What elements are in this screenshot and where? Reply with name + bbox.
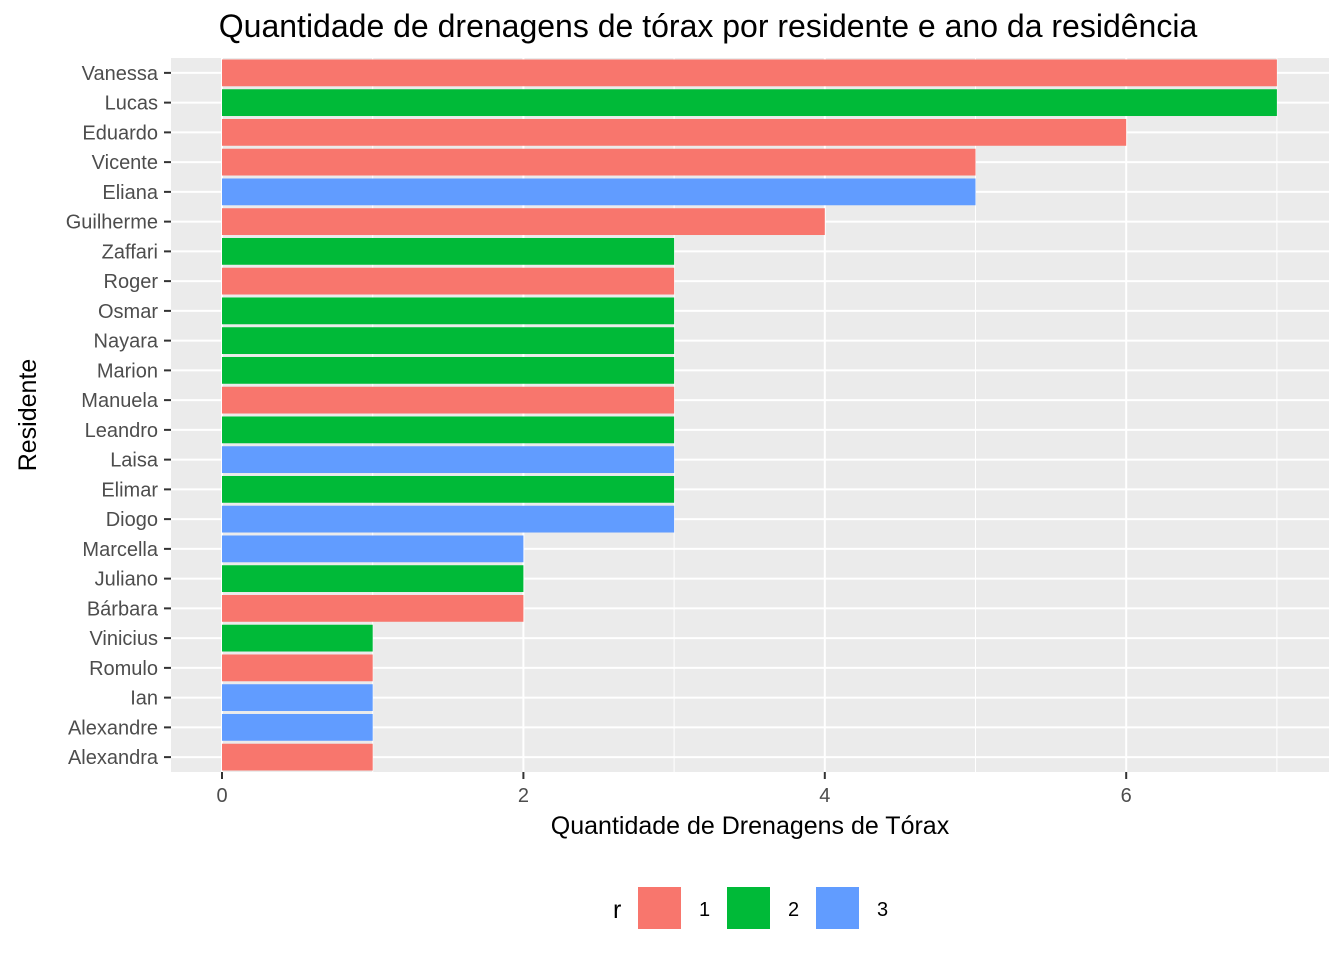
bar	[222, 208, 825, 236]
y-tick-label: Lucas	[105, 93, 158, 115]
bar	[222, 475, 675, 503]
y-tick-label: Guilherme	[66, 212, 158, 234]
x-tick-label: 6	[1121, 785, 1132, 807]
bar	[222, 386, 675, 414]
y-tick-label: Diogo	[106, 509, 158, 531]
y-tick-label: Marcella	[82, 539, 158, 561]
y-tick-label: Eliana	[102, 182, 158, 204]
y-tick-label: Vinicius	[89, 628, 158, 650]
y-tick-label: Roger	[104, 271, 159, 293]
legend-label: 2	[788, 899, 799, 921]
bar	[222, 416, 675, 444]
legend-swatch	[638, 887, 681, 929]
x-tick-label: 0	[216, 785, 227, 807]
legend-swatch	[727, 887, 770, 929]
y-tick-label: Alexandre	[68, 717, 158, 739]
y-tick-label: Nayara	[94, 331, 159, 353]
bar	[222, 594, 524, 622]
y-tick-label: Zaffari	[102, 241, 158, 263]
y-tick-label: Osmar	[98, 301, 158, 323]
y-axis: Vanessa Lucas Eduardo Vicente Eliana Guilherm…	[66, 63, 171, 769]
y-tick-label: Laisa	[110, 450, 159, 472]
bar	[222, 178, 976, 206]
x-tick-label: 4	[819, 785, 830, 807]
bar	[222, 118, 1127, 146]
y-axis-title: Residente	[14, 359, 42, 472]
bar	[222, 684, 373, 712]
x-axis: 0 2 4 6	[216, 772, 1132, 807]
legend: r 1 2 3	[613, 887, 888, 929]
bar	[222, 446, 675, 474]
y-tick-label: Bárbara	[87, 598, 159, 620]
bar	[222, 297, 675, 325]
y-tick-label: Ian	[130, 688, 158, 710]
chart-title: Quantidade de drenagens de tórax por res…	[218, 8, 1198, 44]
bar	[222, 59, 1277, 87]
bar	[222, 624, 373, 652]
plot-panel	[171, 58, 1329, 772]
y-tick-label: Eduardo	[82, 122, 158, 144]
y-tick-label: Alexandra	[68, 747, 159, 769]
bar	[222, 713, 373, 741]
x-axis-title: Quantidade de Drenagens de Tórax	[551, 812, 950, 840]
y-tick-label: Romulo	[89, 658, 158, 680]
bar	[222, 565, 524, 593]
bar	[222, 327, 675, 355]
bar	[222, 743, 373, 771]
legend-title: r	[613, 896, 621, 924]
bar	[222, 654, 373, 682]
bar	[222, 267, 675, 295]
y-tick-label: Vanessa	[82, 63, 159, 85]
bars	[222, 59, 1277, 771]
x-tick-label: 2	[518, 785, 529, 807]
legend-swatch	[816, 887, 859, 929]
bar	[222, 505, 675, 533]
bar	[222, 148, 976, 176]
y-tick-label: Elimar	[101, 479, 158, 501]
y-tick-label: Juliano	[95, 569, 158, 591]
y-tick-label: Marion	[97, 360, 158, 382]
legend-label: 3	[877, 899, 888, 921]
y-tick-label: Vicente	[92, 152, 158, 174]
y-tick-label: Manuela	[81, 390, 159, 412]
bar	[222, 237, 675, 265]
bar	[222, 89, 1277, 117]
y-tick-label: Leandro	[85, 420, 158, 442]
legend-label: 1	[699, 899, 710, 921]
bar	[222, 356, 675, 384]
grid-minor	[372, 58, 1278, 772]
bar	[222, 535, 524, 563]
